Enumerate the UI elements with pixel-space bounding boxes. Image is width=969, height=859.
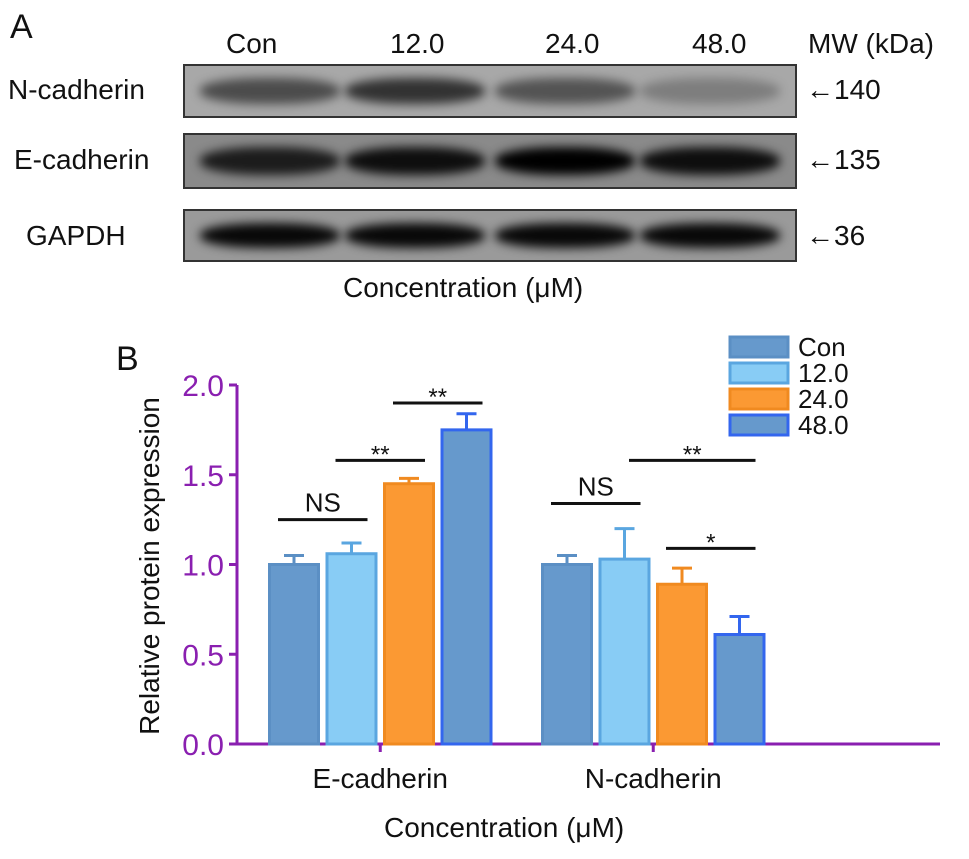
mw-value: 36: [834, 220, 866, 251]
blot-band: [495, 147, 635, 175]
blot-label: E-cadherin: [14, 144, 150, 175]
significance-label: **: [371, 441, 390, 468]
blot-band: [345, 223, 485, 248]
blot-band: [640, 223, 780, 248]
bar-48-0: [713, 633, 766, 746]
bar-24-0: [656, 582, 708, 746]
panel-b-label: B: [116, 340, 139, 378]
y-tick-label: 0.0: [182, 729, 224, 762]
y-tick-label: 1.5: [182, 460, 224, 493]
legend-label: Con: [798, 332, 846, 362]
y-tick-label: 1.0: [182, 550, 224, 583]
panel-a-label: A: [10, 8, 33, 46]
blot-gapdh: [183, 209, 797, 262]
blot-band: [200, 78, 340, 104]
blot-band: [495, 78, 635, 104]
arrow-left-icon: ←: [806, 144, 834, 175]
x-axis-label: Concentration (μM): [384, 812, 625, 843]
significance-label: **: [683, 441, 702, 468]
bar-12-0: [325, 552, 378, 746]
blot-n-cadherin: [183, 64, 797, 118]
y-tick-label: 0.5: [182, 639, 224, 672]
mw-marker: ←140: [806, 74, 881, 106]
lane-label: 24.0: [545, 28, 600, 59]
mw-header: MW (kDa): [808, 28, 934, 59]
mw-marker: ←36: [806, 220, 865, 252]
mw-marker: ←135: [806, 144, 881, 176]
bar-con: [541, 563, 593, 746]
lane-label: 12.0: [390, 28, 445, 59]
lane-label: 48.0: [692, 28, 747, 59]
blot-band: [345, 147, 485, 175]
significance-label: NS: [578, 471, 614, 501]
significance-label: *: [706, 529, 715, 556]
blot-label: N-cadherin: [8, 74, 145, 105]
x-tick-label: N-cadherin: [585, 763, 722, 794]
legend-swatch: [728, 361, 790, 385]
mw-value: 135: [834, 144, 881, 175]
bar-12-0: [598, 557, 651, 746]
blot-band: [345, 78, 485, 104]
blot-band: [640, 147, 780, 175]
blot-xlabel: Concentration (μM): [343, 272, 584, 303]
bar-24-0: [383, 482, 435, 746]
lane-label: Con: [226, 28, 278, 59]
arrow-left-icon: ←: [806, 220, 834, 251]
y-tick-label: 2.0: [182, 370, 224, 403]
arrow-left-icon: ←: [806, 74, 834, 105]
legend-label: 24.0: [798, 384, 849, 414]
legend-label: 48.0: [798, 410, 849, 440]
blot-band: [640, 78, 780, 104]
x-tick-label: E-cadherin: [313, 763, 448, 794]
legend-swatch: [728, 335, 790, 359]
blot-e-cadherin: [183, 133, 797, 189]
bar-con: [268, 563, 320, 746]
legend-label: 12.0: [798, 358, 849, 388]
legend-swatch: [728, 413, 790, 437]
legend-swatch: [728, 387, 790, 411]
blot-band: [495, 223, 635, 248]
blot-band: [200, 223, 340, 248]
significance-label: NS: [305, 488, 341, 518]
blot-label: GAPDH: [26, 220, 126, 251]
mw-value: 140: [834, 74, 881, 105]
blot-band: [200, 147, 340, 175]
significance-label: **: [428, 384, 447, 411]
bar-48-0: [440, 428, 493, 746]
